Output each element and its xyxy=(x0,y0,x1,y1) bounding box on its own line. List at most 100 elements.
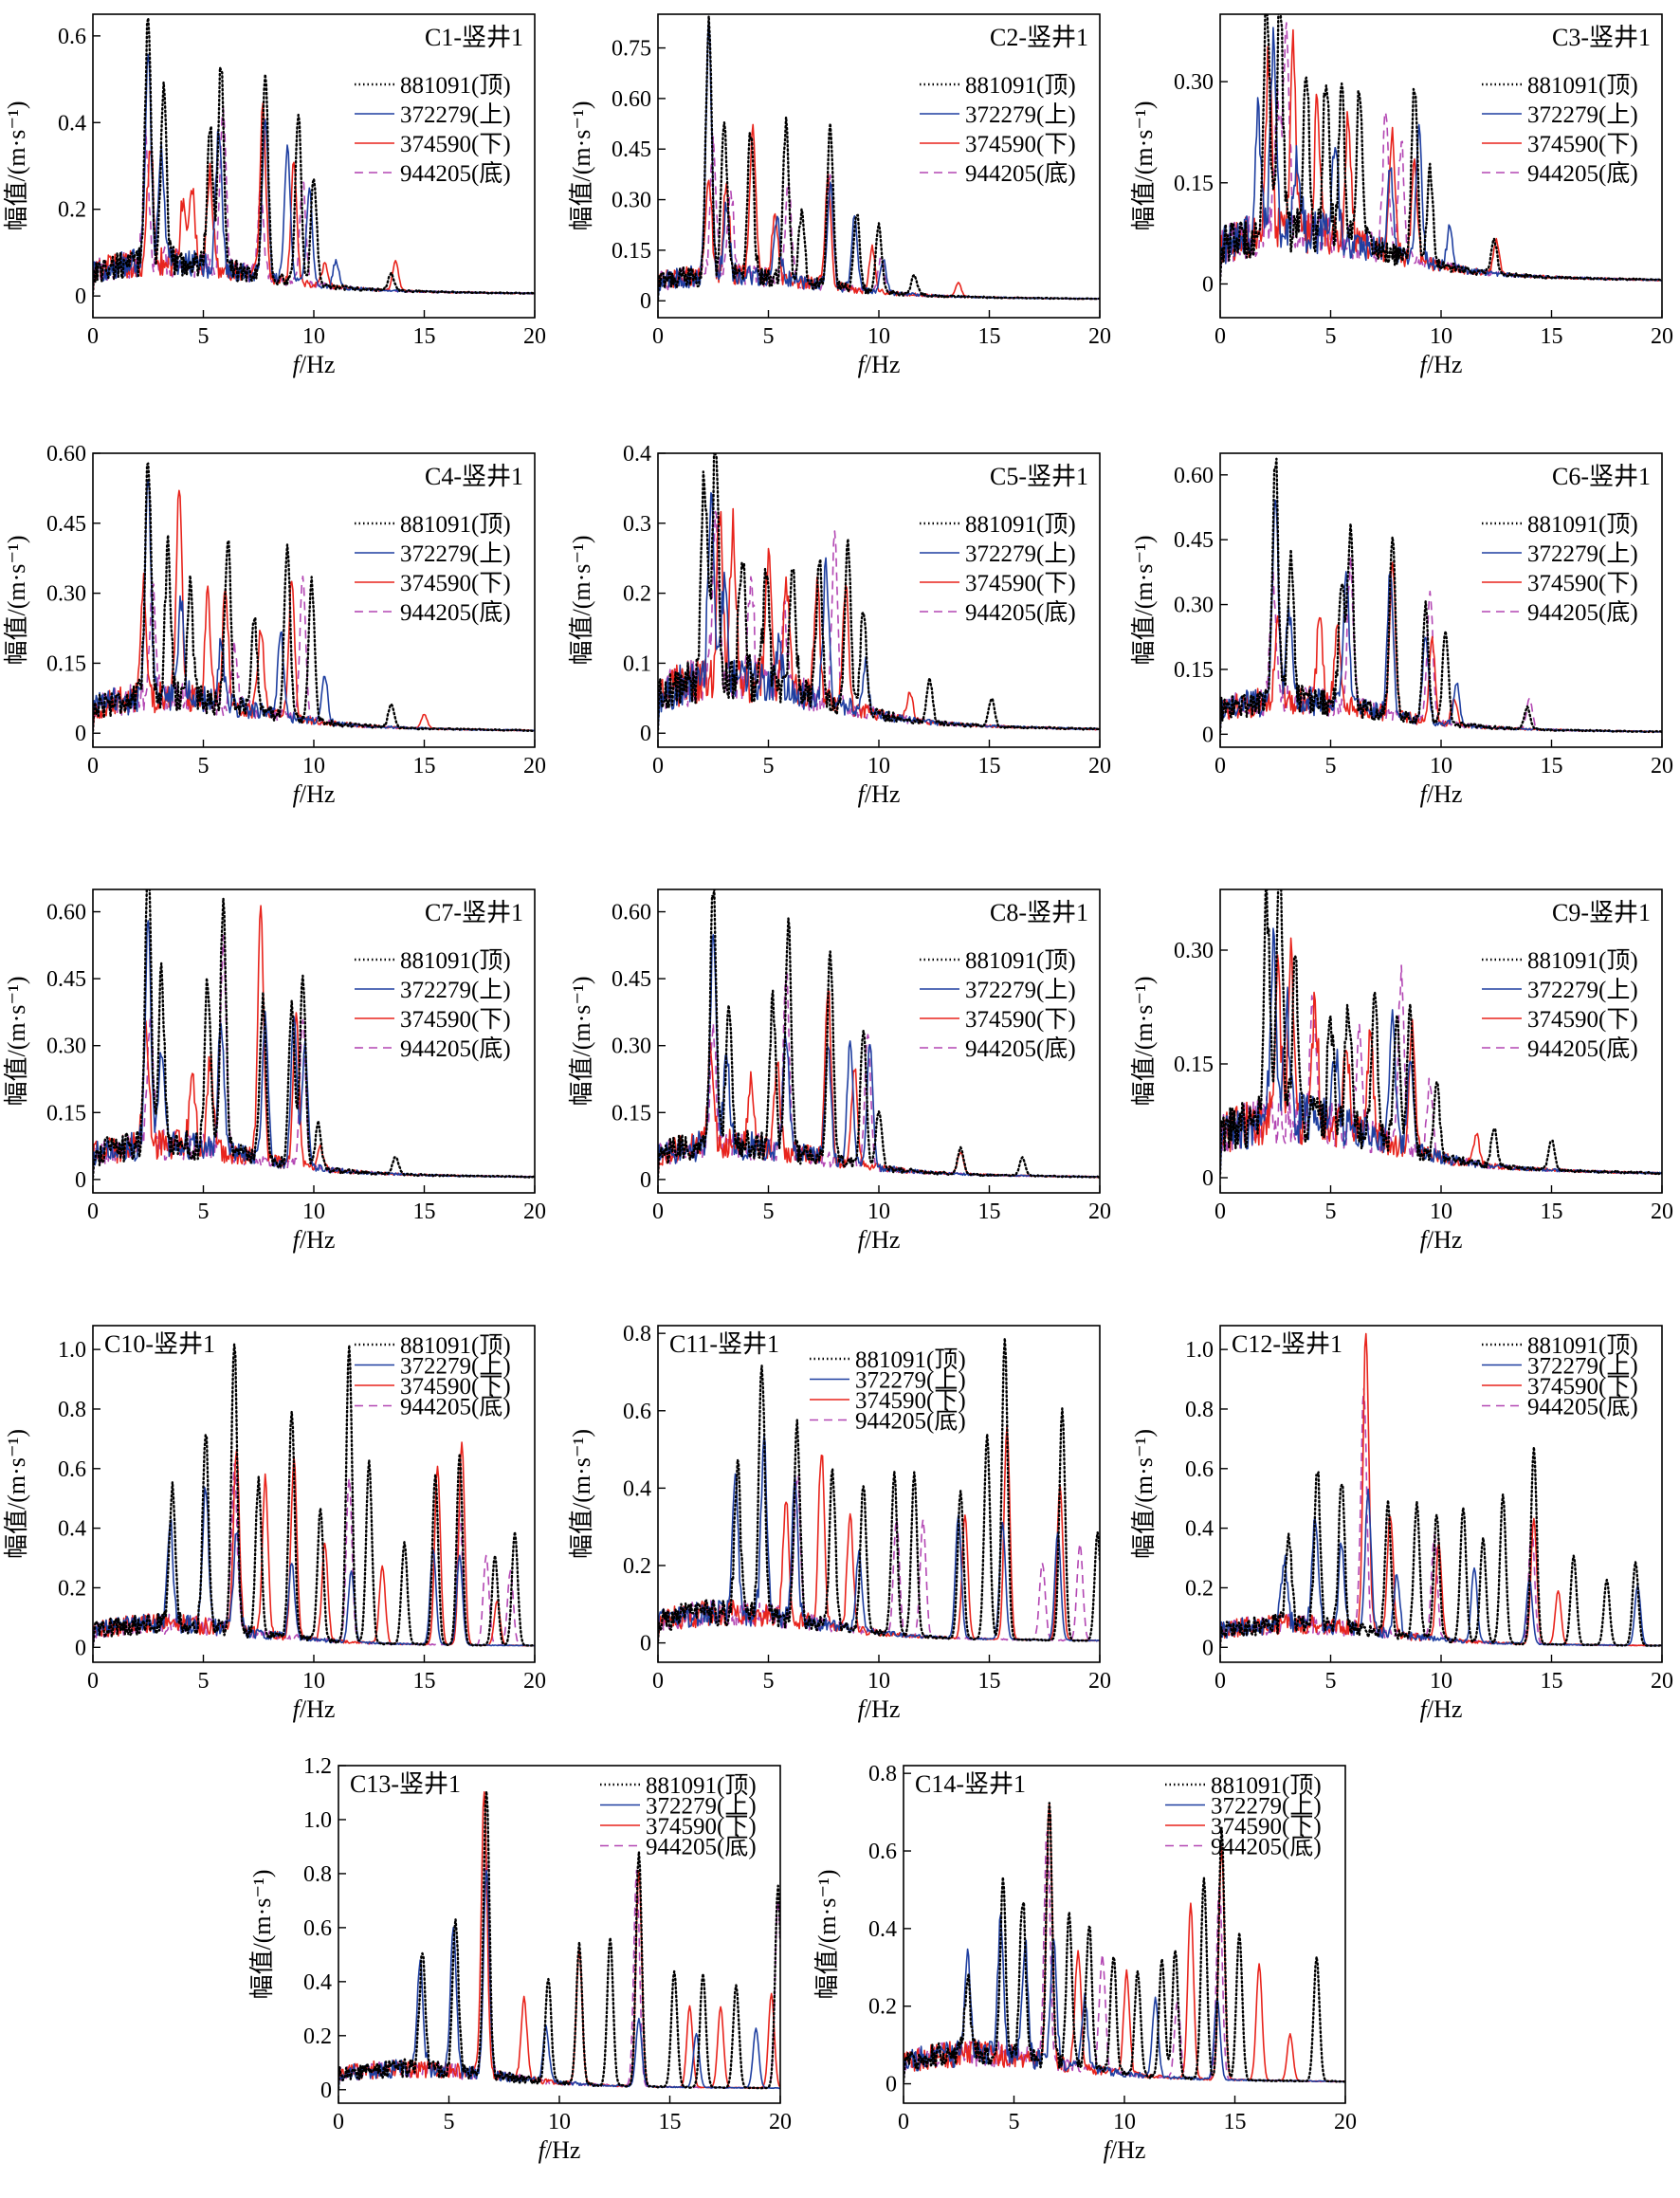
x-axis-label-italic: f xyxy=(858,780,868,808)
y-tick-label: 0 xyxy=(320,2079,332,2103)
x-tick-label: 15 xyxy=(978,324,1001,349)
y-axis-label: 幅值/(m·s⁻¹) xyxy=(568,976,595,1106)
y-tick-label: 0.60 xyxy=(612,87,651,112)
x-axis-label-italic: f xyxy=(858,351,868,378)
legend-label: 881091(顶) xyxy=(400,1333,511,1359)
x-axis-label: f/Hz xyxy=(858,780,901,808)
x-tick-label: 0 xyxy=(652,1669,664,1694)
subplot-c10: 0 5 10 15 20 0 0.2 0.4 0.6 0.8 1.0 f/Hz 幅值/(m·s⁻¹) C1… xyxy=(3,1325,546,1723)
x-tick-label: 20 xyxy=(523,1669,546,1694)
x-tick-label: 20 xyxy=(1651,324,1673,349)
y-tick-label: 0.6 xyxy=(58,1457,86,1482)
legend-label: 372279(上) xyxy=(1527,1353,1638,1380)
y-tick-label: 0.6 xyxy=(58,25,86,49)
x-tick-label: 20 xyxy=(523,1200,546,1224)
x-tick-label: 15 xyxy=(1541,1200,1563,1224)
x-axis-label-italic: f xyxy=(1420,1226,1431,1254)
y-tick-label: 0 xyxy=(75,722,86,746)
legend-label: 881091(顶) xyxy=(1527,512,1638,538)
y-tick-label: 0.1 xyxy=(623,651,651,676)
y-tick-label: 0.8 xyxy=(623,1322,651,1346)
subplot-c4: 0 5 10 15 20 0 0.15 0.30 0.45 0.60 f/Hz 幅值/(m·s⁻¹) C… xyxy=(3,442,546,808)
legend-label: 374590(下) xyxy=(965,571,1076,596)
x-axis-label: f/Hz xyxy=(858,1226,901,1254)
chart-title: C8-竖井1 xyxy=(990,899,1088,926)
legend-label: 372279(上) xyxy=(646,1793,757,1820)
y-tick-label: 0.8 xyxy=(1185,1398,1214,1422)
series-line-881091(顶) xyxy=(338,1789,780,2090)
y-tick-label: 0.6 xyxy=(1185,1457,1214,1482)
x-axis-label-unit: /Hz xyxy=(865,351,901,378)
x-tick-label: 5 xyxy=(1325,1200,1337,1224)
chart-title: C11-竖井1 xyxy=(669,1330,779,1358)
y-tick-label: 0.60 xyxy=(46,901,86,925)
series-line-881091(顶) xyxy=(658,889,1100,1179)
y-tick-label: 0 xyxy=(1202,1166,1214,1191)
x-axis-label: f/Hz xyxy=(1104,2136,1146,2164)
chart-title: C1-竖井1 xyxy=(425,24,523,51)
x-axis-label-unit: /Hz xyxy=(865,1695,901,1723)
x-axis-label-unit: /Hz xyxy=(1427,1695,1463,1723)
y-tick-label: 0.15 xyxy=(1174,172,1214,196)
x-tick-label: 15 xyxy=(659,2110,682,2134)
legend: 881091(顶)372279(上)374590(下)944205(底) xyxy=(810,1347,966,1435)
y-tick-label: 0.8 xyxy=(58,1398,86,1422)
x-axis-label-unit: /Hz xyxy=(545,2136,581,2164)
y-tick-label: 0.2 xyxy=(58,1576,86,1601)
x-tick-label: 10 xyxy=(867,754,890,778)
y-tick-label: 0 xyxy=(640,289,651,314)
series-line-372279(上) xyxy=(93,1486,535,1647)
x-axis-label: f/Hz xyxy=(858,351,901,378)
legend-label: 944205(底) xyxy=(646,1834,757,1860)
y-tick-label: 0.45 xyxy=(612,137,651,162)
x-tick-label: 0 xyxy=(87,324,99,349)
y-tick-label: 0.2 xyxy=(868,1995,897,2020)
legend-label: 881091(顶) xyxy=(1527,1333,1638,1359)
chart-title: C6-竖井1 xyxy=(1552,463,1651,490)
legend-label: 944205(底) xyxy=(855,1408,966,1435)
series-line-881091(顶) xyxy=(1220,14,1662,283)
x-tick-label: 20 xyxy=(1088,1200,1111,1224)
x-tick-label: 0 xyxy=(87,1200,99,1224)
x-tick-label: 10 xyxy=(1113,2110,1136,2134)
x-tick-label: 15 xyxy=(978,1669,1001,1694)
legend-label: 372279(上) xyxy=(1527,101,1638,128)
x-tick-label: 15 xyxy=(1541,754,1563,778)
y-tick-label: 0.30 xyxy=(612,1035,651,1059)
x-tick-label: 5 xyxy=(763,324,775,349)
x-tick-label: 15 xyxy=(1224,2110,1247,2134)
y-tick-label: 0 xyxy=(75,1168,86,1193)
x-tick-label: 20 xyxy=(1334,2110,1357,2134)
series-line-944205(底) xyxy=(1220,1387,1662,1647)
legend-label: 374590(下) xyxy=(646,1814,757,1840)
y-tick-label: 0.4 xyxy=(58,111,86,136)
x-tick-label: 10 xyxy=(1430,1669,1452,1694)
x-axis-label-unit: /Hz xyxy=(1427,780,1463,808)
x-tick-label: 20 xyxy=(1088,324,1111,349)
x-axis-label-unit: /Hz xyxy=(865,780,901,808)
x-axis-label: f/Hz xyxy=(539,2136,581,2164)
series-line-881091(顶) xyxy=(658,14,1100,301)
series-line-881091(顶) xyxy=(93,1343,535,1647)
y-tick-label: 0.4 xyxy=(58,1517,86,1542)
y-tick-label: 0 xyxy=(1202,1636,1214,1660)
x-tick-label: 0 xyxy=(1214,754,1226,778)
y-tick-label: 0 xyxy=(1202,272,1214,297)
series-line-944205(底) xyxy=(93,1463,535,1647)
subplot-c12: 0 5 10 15 20 0 0.2 0.4 0.6 0.8 1.0 f/Hz 幅值/(m·s⁻¹) C1… xyxy=(1130,1325,1673,1723)
x-axis-label-italic: f xyxy=(539,2136,549,2164)
series-line-881091(顶) xyxy=(93,889,535,1179)
legend-label: 944205(底) xyxy=(400,599,511,626)
x-tick-label: 20 xyxy=(1651,1669,1673,1694)
legend-label: 944205(底) xyxy=(400,1035,511,1062)
legend-label: 944205(底) xyxy=(965,160,1076,187)
x-tick-label: 0 xyxy=(333,2110,344,2134)
x-axis-label-italic: f xyxy=(1420,1695,1431,1723)
series-line-881091(顶) xyxy=(904,1802,1345,2083)
x-tick-label: 20 xyxy=(1651,1200,1673,1224)
legend-label: 374590(下) xyxy=(965,132,1076,157)
y-tick-label: 0.60 xyxy=(612,901,651,925)
plot-area xyxy=(658,453,1100,747)
legend: 881091(顶)372279(上)374590(下)944205(底) xyxy=(600,1773,757,1860)
legend-label: 944205(底) xyxy=(400,160,511,187)
